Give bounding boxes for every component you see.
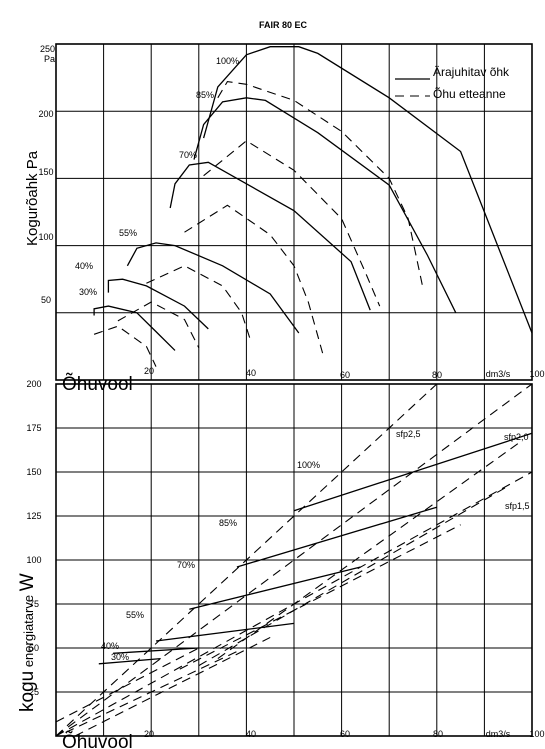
series-label: 70% [177,560,195,570]
x-tick-label: 20 [144,729,154,739]
bottom-chart-curve-solid [236,506,437,568]
y-tick-label: 25 [29,687,39,697]
x-tick-label: 40 [246,368,256,378]
y-tick-label: 75 [29,599,39,609]
series-label: 40% [101,641,119,651]
series-label: 55% [119,228,137,238]
bottom-chart-curve-dashed [74,636,271,737]
top-chart-curve-solid [107,278,209,330]
top-chart-curve-dashed [184,204,324,354]
series-label: sfp2,5 [396,429,421,439]
bottom-chart-curve-dashed [217,439,523,660]
y-axis-title-part: kogu [17,671,38,712]
bottom-chart-curve-solid [113,647,199,654]
bottom-chart-curve-dashed [55,383,533,737]
y-axis-title-part: W [17,573,38,591]
x-unit-label: dm3/s [486,729,511,739]
series-label: 85% [219,518,237,528]
bottom-chart-curve-solid [155,622,295,642]
x-axis-title: Õhuvool [62,731,133,749]
bottom-chart-curve-dashed [55,647,200,723]
x-unit-label: dm3/s [486,369,511,379]
y-tick-label: 200 [26,379,41,389]
y-tick-label: 125 [26,511,41,521]
bottom-chart-curve-dashed [179,524,461,670]
top-chart-curve-solid [93,305,176,351]
y-tick-label: 250 [40,44,55,54]
curve-layer [55,46,533,737]
x-tick-label: 100 [529,729,544,739]
y-tick-label: 150 [26,467,41,477]
series-label: 30% [111,652,129,662]
x-axis-title: Õhuvool [62,373,133,395]
top-chart-curve-solid [193,97,457,314]
top-chart-curve-dashed [117,301,200,348]
series-label: 100% [216,56,239,66]
y-axis-title: Kogurõahk Pa [24,150,41,246]
x-tick-label: 80 [433,729,443,739]
top-chart-curve-solid [202,46,533,334]
bottom-chart-curve-solid [293,432,533,512]
top-chart-curve-dashed [203,140,381,307]
y-unit-label: Pa [44,54,55,64]
x-tick-label: 40 [246,729,256,739]
series-label: 55% [126,610,144,620]
y-axis-title: kogu energiatarve W [17,573,38,712]
y-tick-label: 200 [38,109,53,119]
legend-entry: Õhu etteanne [433,86,506,101]
x-tick-label: 60 [340,729,350,739]
y-tick-label: 100 [38,232,53,242]
x-tick-label: 20 [144,366,154,376]
top-chart-curve-solid [169,161,371,311]
y-tick-label: 50 [41,295,51,305]
chart-title: FAIR 80 EC [259,20,308,30]
series-label: 100% [297,460,320,470]
x-tick-label: 80 [432,370,442,380]
y-tick-label: 150 [38,167,53,177]
bottom-chart-curve-dashed [55,383,438,737]
top-chart-curve-solid [126,242,300,334]
y-tick-label: 175 [26,423,41,433]
series-label: 70% [179,150,197,160]
bottom-chart-curve-dashed [65,651,238,733]
series-label: sfp2,0 [504,432,529,442]
x-tick-label: 60 [340,370,350,380]
series-label: sfp1,5 [505,501,530,511]
top-chart-curve-dashed [217,81,424,287]
series-label: 40% [75,261,93,271]
y-tick-label: 100 [26,555,41,565]
series-label: 85% [196,90,214,100]
grid-layer [55,43,533,737]
y-tick-label: 50 [29,643,39,653]
bottom-chart-curve-solid [189,566,361,610]
y-axis-title-part: energiatarve [21,591,36,671]
top-chart-curve-dashed [146,265,252,343]
legend-entry: Ärajuhitav õhk [433,65,510,79]
bottom-chart-curve-solid [98,657,161,665]
series-label: 30% [79,287,97,297]
x-tick-label: 100 [529,369,544,379]
